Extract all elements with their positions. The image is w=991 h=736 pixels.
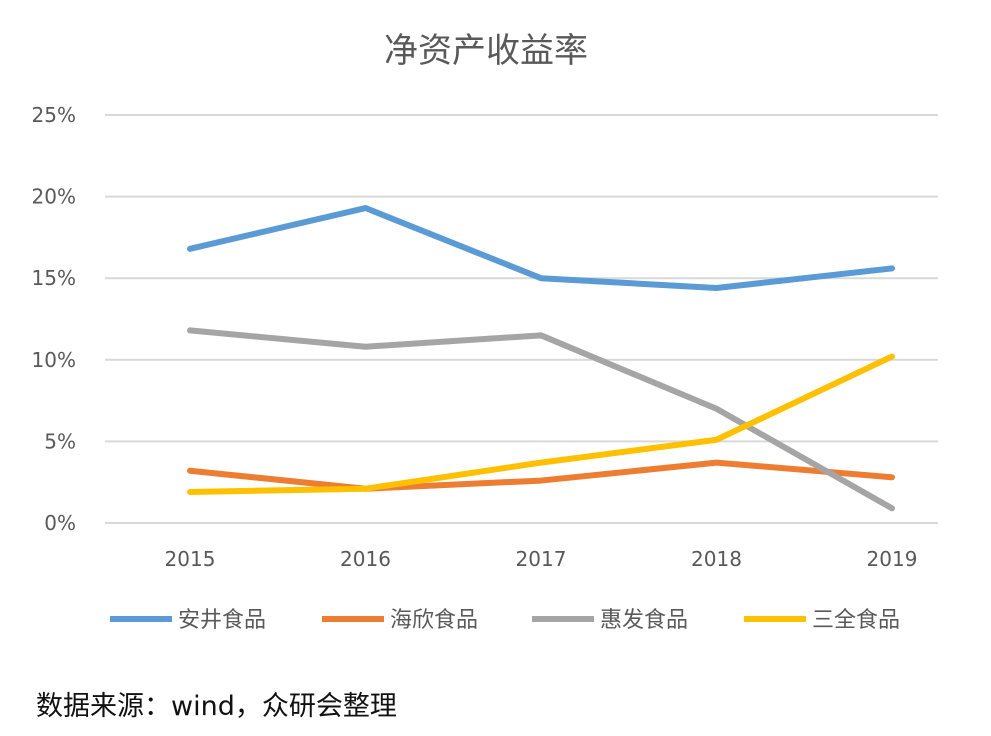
y-tick-label: 0%	[44, 511, 76, 535]
line-chart: 净资产收益率 0% 5% 10% 15% 20% 25% 2015 2016 2017 2018…	[32, 31, 938, 633]
series-line-3	[187, 327, 895, 512]
y-tick-label: 10%	[32, 348, 76, 372]
x-tick-label: 2015	[165, 547, 216, 571]
y-tick-label: 25%	[32, 103, 76, 127]
chart-title: 净资产收益率	[384, 31, 588, 71]
y-tick-label: 20%	[32, 185, 76, 209]
legend-label: 惠发食品	[600, 608, 688, 633]
x-tick-label: 2019	[867, 547, 918, 571]
legend-label: 海欣食品	[390, 608, 478, 633]
y-tick-label: 5%	[44, 429, 76, 453]
legend-label: 安井食品	[178, 608, 266, 633]
x-tick-label: 2018	[691, 547, 742, 571]
legend-label: 三全食品	[812, 608, 900, 633]
series-line-2	[187, 459, 895, 492]
series-line-4	[187, 353, 895, 495]
y-tick-label: 15%	[32, 266, 76, 290]
x-tick-label: 2017	[516, 547, 567, 571]
x-tick-label: 2016	[340, 547, 391, 571]
series-line-1	[187, 205, 895, 291]
source-note: 数据来源：wind，众研会整理	[36, 691, 397, 722]
